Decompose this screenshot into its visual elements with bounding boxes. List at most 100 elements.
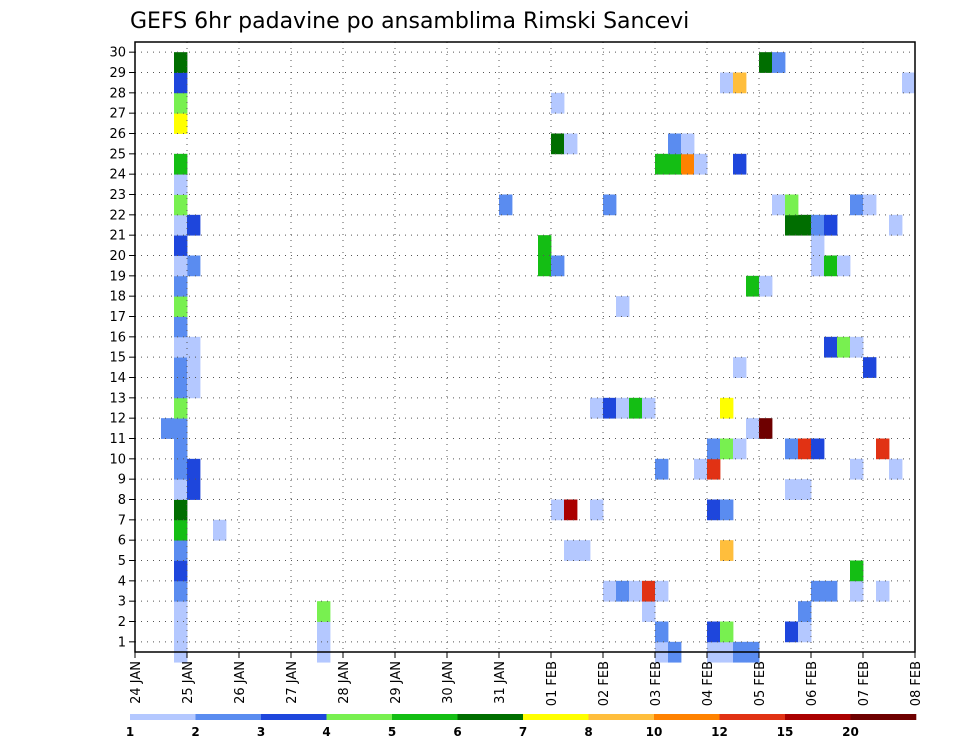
cell-m3-s39 [642,601,656,622]
colorbar-label-4: 4 [322,725,330,739]
cell-m11-s44 [707,438,721,460]
colorbar-label-3: 3 [257,725,265,739]
colorbar-swatch-9 [719,714,786,720]
cell-m4-s36 [603,580,617,602]
y-tick-label-21: 21 [109,229,126,244]
y-tick-label-26: 26 [109,127,126,142]
cell-m10-s3 [174,458,188,480]
cell-m7-s3 [174,519,188,541]
x-tick-label-9: 02 FEB [597,661,612,706]
cell-m14-s3 [174,377,188,399]
cell-m10-s4 [187,458,201,480]
cell-m22-s52 [811,214,825,236]
cell-m3-s51 [798,601,812,622]
cell-m19-s48 [759,275,773,297]
y-tick-label-30: 30 [109,46,126,61]
y-tick-label-16: 16 [109,330,126,345]
y-tick-label-18: 18 [109,290,126,305]
x-tick-label-6: 30 JAN [441,661,456,704]
cell-m28-s3 [174,92,188,114]
cell-m9-s4 [187,479,201,500]
cell-m16-s54 [837,336,851,358]
x-tick-label-11: 04 FEB [701,661,716,706]
cell-m23-s50 [785,194,799,216]
cell-m4-s39 [642,580,656,602]
cell-m16-s53 [824,336,838,358]
cell-m23-s3 [174,194,188,216]
cell-m29-s3 [174,72,188,94]
colorbar-swatch-7 [588,714,655,720]
cell-m29-s45 [720,72,734,94]
x-axis: 24 JAN 25 JAN 26 JAN 27 JAN 28 JAN 29 JAN 30 J… [129,652,924,706]
cell-m11-s52 [811,438,825,460]
x-tick-label-15: 08 FEB [909,661,924,706]
cell-m13-s38 [629,397,643,419]
cell-m11-s46 [733,438,747,460]
colorbar-label-15: 15 [777,725,794,739]
chart-title: GEFS 6hr padavine po ansamblima Rimski S… [130,9,689,34]
cell-m20-s4 [187,255,201,277]
cell-m30-s48 [759,52,773,73]
cell-m3-s14 [317,601,331,622]
cell-m13-s36 [603,397,617,419]
colorbar-swatch-6 [523,714,589,720]
cell-m28-s32 [551,92,565,114]
cell-m8-s35 [590,499,604,521]
cell-m2-s51 [798,621,812,643]
y-tick-label-19: 19 [109,269,126,284]
y-tick-label-11: 11 [109,432,126,447]
cell-m13-s3 [174,397,188,419]
cell-m16-s3 [174,336,188,358]
cell-m26-s33 [564,133,578,155]
cell-m22-s53 [824,214,838,236]
cell-m13-s37 [616,397,630,419]
cell-m13-s35 [590,397,604,419]
y-tick-label-1: 1 [118,635,126,650]
cell-m17-s3 [174,316,188,338]
y-tick-label-4: 4 [118,574,126,589]
cell-m2-s45 [720,621,734,643]
cell-m22-s3 [174,214,188,236]
cell-m12-s3 [174,418,188,439]
cell-m15-s3 [174,357,188,378]
cell-m25-s41 [668,153,682,175]
y-tick-label-23: 23 [109,188,126,203]
cell-m4-s37 [616,580,630,602]
colorbar-swatch-8 [654,714,720,720]
cell-m20-s3 [174,255,188,277]
cell-m23-s55 [850,194,864,216]
cell-m2-s3 [174,621,188,643]
cell-m10-s40 [655,458,669,480]
colorbar-label-2: 2 [191,725,199,739]
cell-m25-s46 [733,153,747,175]
x-tick-label-2: 26 JAN [233,661,248,704]
cell-m4-s52 [811,580,825,602]
cell-m11-s51 [798,438,812,460]
x-tick-label-14: 07 FEB [857,661,872,706]
colorbar-swatch-11 [850,714,917,720]
colorbar-label-6: 6 [453,725,461,739]
cells-layer [161,52,916,663]
x-tick-label-5: 29 JAN [389,661,404,704]
cell-m25-s42 [681,153,695,175]
cell-m23-s56 [863,194,877,216]
cell-m29-s59 [902,72,916,94]
colorbar-label-8: 8 [584,725,592,739]
y-tick-label-8: 8 [118,493,126,508]
y-tick-label-12: 12 [109,412,126,427]
y-tick-label-17: 17 [109,310,126,325]
y-tick-label-20: 20 [109,249,126,264]
y-tick-label-3: 3 [118,595,126,610]
y-tick-label-15: 15 [109,351,126,366]
cell-m22-s51 [798,214,812,236]
cell-m21-s31 [538,235,552,256]
y-tick-label-27: 27 [109,107,126,122]
cell-m22-s50 [785,214,799,236]
grid-layer [135,42,915,652]
cell-m5-s55 [850,560,864,582]
cell-m30-s3 [174,52,188,73]
cell-m6-s45 [720,540,734,561]
cell-m13-s39 [642,397,656,419]
cell-m15-s4 [187,357,201,378]
